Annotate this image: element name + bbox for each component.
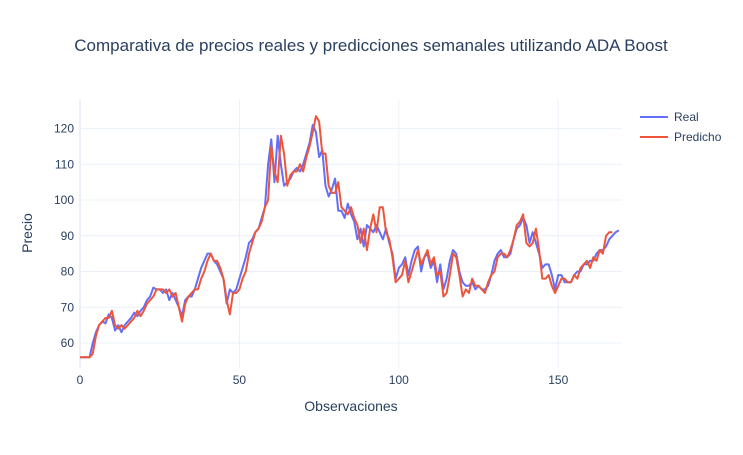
x-tick-label: 150	[548, 373, 568, 387]
y-tick-label: 100	[54, 193, 74, 207]
chart-title: Comparativa de precios reales y predicci…	[74, 36, 668, 55]
series-lines	[80, 115, 620, 359]
legend-item-real[interactable]: Real	[640, 110, 699, 124]
y-tick-label: 60	[61, 336, 75, 350]
x-axis-label: Observaciones	[304, 398, 397, 414]
legend-label: Real	[674, 110, 699, 124]
grid	[79, 100, 622, 368]
x-tick-label: 0	[77, 373, 84, 387]
y-tick-label: 90	[61, 229, 75, 243]
axes: 60 70 80 90 100 110 120 0 50 100 150	[54, 122, 569, 387]
x-tick-label: 100	[389, 373, 409, 387]
legend[interactable]: Real Predicho	[640, 110, 722, 144]
legend-item-predicho[interactable]: Predicho	[640, 130, 722, 144]
legend-label: Predicho	[674, 130, 722, 144]
y-tick-label: 110	[55, 157, 74, 171]
series-line-real	[80, 124, 620, 359]
x-tick-label: 50	[233, 373, 247, 387]
y-tick-label: 70	[61, 300, 75, 314]
y-tick-label: 120	[54, 122, 74, 136]
y-axis-label: Precio	[19, 213, 35, 253]
y-tick-label: 80	[61, 265, 75, 279]
series-line-predicho	[80, 115, 613, 359]
